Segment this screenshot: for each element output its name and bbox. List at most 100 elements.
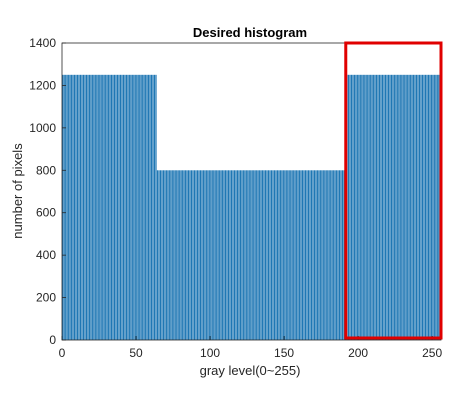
histogram-bar [121,74,123,341]
histogram-bar [111,74,113,341]
x-axis-label: gray level(0~255) [200,363,301,378]
histogram-bar [170,170,172,340]
histogram-bar [310,170,313,340]
histogram-bar [373,74,375,341]
histogram-bar [256,170,258,340]
histogram-bar [281,170,283,340]
histogram-bar [293,170,295,340]
histogram-bar [350,74,353,341]
histogram-bar [145,74,147,341]
histogram-bar [331,170,333,340]
histogram-bar [87,74,89,341]
x-axis-ticks: 0 50 100 150 200 250 [59,336,442,360]
histogram-bar [220,170,222,340]
histogram-bar [152,74,154,341]
histogram-bar [211,170,213,340]
y-tick-label: 800 [36,163,56,177]
histogram-bar [214,170,216,340]
histogram-bar [165,170,167,340]
histogram-bar [343,170,345,340]
histogram-bar [85,74,88,341]
histogram-bar [229,170,231,340]
histogram-bar [185,170,187,340]
histogram-bar [429,74,431,341]
histogram-bar [282,170,284,340]
histogram-bar [393,74,395,341]
histogram-bar [264,170,267,340]
histogram-bar [337,170,339,340]
histogram-bar [269,170,271,340]
histogram-bar [205,170,207,340]
histogram-bar [324,170,326,340]
histogram-bar [232,170,234,340]
histogram-bar [377,74,379,341]
histogram-bar [238,170,240,340]
histogram-bar [69,74,71,341]
histogram-bar [259,170,261,340]
histogram-bar [423,74,425,341]
histogram-bar [201,170,203,340]
histogram-bar [296,170,298,340]
y-tick-label: 1200 [29,78,56,92]
histogram-bar [176,170,178,340]
histogram-bar [278,170,280,340]
histogram-bar [318,170,320,340]
y-tick-label: 1400 [29,36,56,50]
histogram-bar [122,74,125,341]
histogram-bar [213,170,215,340]
y-axis-label: number of pixels [10,143,25,239]
histogram-bar [312,170,314,340]
histogram-bar [150,74,153,341]
histogram-bar [180,170,182,340]
histogram-bar [128,74,130,341]
histogram-bar [196,170,199,340]
histogram-bar [106,74,108,341]
histogram-bar [217,170,219,340]
histogram-bar [158,170,160,340]
histogram-bar [193,170,196,340]
histogram-bar [333,170,335,340]
histogram-bar [378,74,381,341]
histogram-bar [131,74,133,341]
histogram-bar [134,74,136,341]
histogram-bar [432,74,434,341]
histogram-bar [371,74,373,341]
histogram-bar [88,74,90,341]
histogram-bar [427,74,430,341]
histogram-bar [189,170,191,340]
histogram-bar [204,170,206,340]
histogram-bar [130,74,132,341]
histogram-bar [167,170,169,340]
histogram-bar [355,74,357,341]
histogram-bar [174,170,176,340]
histogram-bar [82,74,85,341]
histogram-bar [365,74,367,341]
histogram-bar [404,74,406,341]
histogram-bar [139,74,141,341]
histogram-bar [424,74,427,341]
histogram-bar [270,170,273,340]
histogram-bar [125,74,127,341]
histogram-bar [81,74,83,341]
histogram-bar [436,74,438,341]
histogram-bar [275,170,277,340]
histogram-bar [284,170,286,340]
histogram-bar [287,170,289,340]
histogram-bar [257,170,259,340]
chart-title: Desired histogram [193,25,307,40]
histogram-bar [334,170,336,340]
histogram-bar [119,74,122,341]
histogram-bar [79,74,82,341]
histogram-bar [367,74,369,341]
histogram-bar [418,74,421,341]
histogram-bar [171,170,173,340]
histogram-bar [68,74,70,341]
x-tick-label: 50 [129,346,143,360]
y-axis-ticks: 0 200 400 600 800 1000 1200 1400 [29,36,66,347]
histogram-bar [142,74,144,341]
histogram-bar [359,74,361,341]
histogram-bar [336,170,338,340]
histogram-bar [420,74,422,341]
histogram-bar [75,74,77,341]
